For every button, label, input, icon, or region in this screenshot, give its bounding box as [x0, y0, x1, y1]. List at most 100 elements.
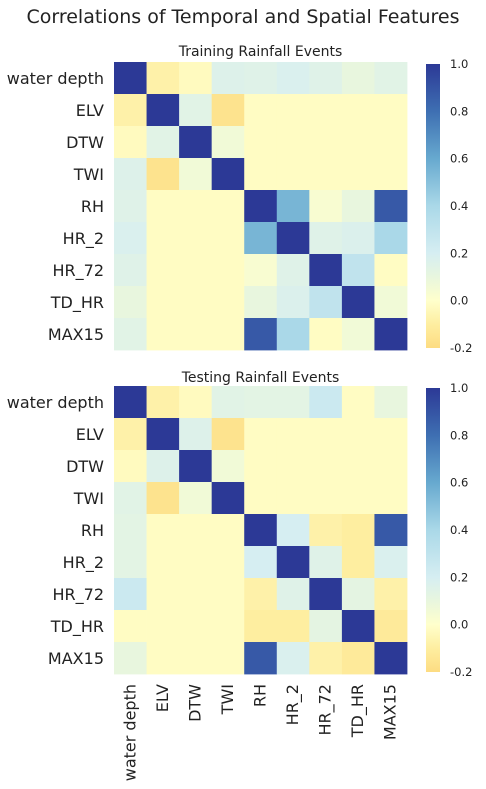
heatmap-cell — [114, 386, 147, 419]
heatmap-cell — [374, 318, 408, 351]
heatmap-cell — [179, 254, 213, 287]
heatmap-cell — [244, 450, 278, 483]
heatmap-cell — [276, 318, 310, 351]
heatmap-cell — [179, 286, 213, 319]
column-label: TD_HR — [348, 684, 368, 738]
heatmap-cell — [114, 642, 147, 675]
column-label: HR_72 — [316, 684, 336, 736]
heatmap-cell — [244, 254, 278, 287]
row-label: ELV — [76, 101, 104, 120]
heatmap-cell — [179, 94, 213, 127]
heatmap-cell — [244, 610, 278, 643]
heatmap-cell — [114, 158, 147, 191]
heatmap-cell — [179, 642, 213, 675]
heatmap-cell — [244, 62, 278, 95]
heatmap-cell — [146, 578, 180, 611]
heatmap-cell — [341, 450, 375, 483]
heatmap-cell — [114, 450, 147, 483]
column-label: ELV — [153, 684, 172, 712]
heatmap-cell — [211, 254, 245, 287]
heatmap-cell — [179, 482, 213, 515]
panel-title: Testing Rainfall Events — [181, 370, 340, 386]
heatmap-cell — [244, 482, 278, 515]
heatmap-cell — [374, 158, 408, 191]
colorbar-tick-label: 0.6 — [450, 152, 468, 166]
column-label: RH — [251, 684, 270, 707]
heatmap-cell — [114, 418, 147, 451]
heatmap-cell — [341, 578, 375, 611]
heatmap-cell — [341, 158, 375, 191]
heatmap-cell — [276, 94, 310, 127]
row-label: MAX15 — [48, 325, 104, 344]
column-label: TWI — [218, 684, 237, 715]
heatmap-cell — [179, 450, 213, 483]
colorbar — [426, 64, 440, 348]
colorbar-tick-label: 0.2 — [450, 246, 468, 260]
row-label: DTW — [66, 133, 104, 152]
heatmap-cell — [244, 642, 278, 675]
heatmap-cell — [146, 62, 180, 95]
heatmap-cell — [244, 190, 278, 223]
heatmap-cell — [309, 514, 343, 547]
heatmap-cell — [341, 222, 375, 255]
row-label: MAX15 — [48, 649, 104, 668]
heatmap-cell — [146, 222, 180, 255]
heatmap-cell — [114, 62, 147, 95]
row-label: RH — [81, 197, 104, 216]
heatmap-cell — [276, 418, 310, 451]
heatmap-cell — [211, 514, 245, 547]
heatmap-cell — [211, 450, 245, 483]
heatmap-cell — [146, 450, 180, 483]
heatmap-cell — [309, 450, 343, 483]
heatmap-cell — [211, 318, 245, 351]
heatmap-cell — [374, 578, 408, 611]
heatmap-cell — [211, 578, 245, 611]
heatmap-cell — [179, 418, 213, 451]
heatmap-cell — [276, 190, 310, 223]
heatmap-cell — [276, 642, 310, 675]
heatmap-cell — [211, 126, 245, 159]
heatmap-cell — [276, 126, 310, 159]
heatmap-cell — [211, 190, 245, 223]
heatmap-cell — [309, 578, 343, 611]
heatmap-cell — [179, 546, 213, 579]
colorbar-tick-label: 0.2 — [450, 570, 468, 584]
heatmap-cell — [374, 254, 408, 287]
heatmap-cell — [276, 386, 310, 419]
heatmap-cell — [114, 546, 147, 579]
colorbar-tick-label: 0.4 — [450, 523, 468, 537]
heatmap-cell — [244, 386, 278, 419]
heatmap-cell — [309, 126, 343, 159]
heatmap-cell — [179, 190, 213, 223]
heatmap-cell — [114, 190, 147, 223]
heatmap-cell — [341, 126, 375, 159]
heatmap-cell — [146, 318, 180, 351]
heatmap-cell — [309, 386, 343, 419]
heatmap-cell — [374, 546, 408, 579]
heatmap-cell — [374, 62, 408, 95]
heatmap-cell — [146, 514, 180, 547]
heatmap-cell — [341, 610, 375, 643]
heatmap-cell — [276, 482, 310, 515]
heatmap-cell — [341, 286, 375, 319]
heatmap-cell — [179, 610, 213, 643]
colorbar-tick-label: 1.0 — [450, 57, 468, 71]
heatmap-cell — [309, 318, 343, 351]
heatmap-cell — [146, 286, 180, 319]
heatmap-cell — [309, 642, 343, 675]
heatmap-cell — [309, 254, 343, 287]
heatmap-cell — [244, 318, 278, 351]
heatmap-cell — [309, 222, 343, 255]
heatmap-cell — [114, 482, 147, 515]
heatmap-cell — [211, 158, 245, 191]
heatmap-cell — [244, 418, 278, 451]
heatmap-cell — [244, 578, 278, 611]
heatmap-cell — [341, 642, 375, 675]
heatmap-cell — [146, 190, 180, 223]
heatmap-cell — [309, 482, 343, 515]
row-label: ELV — [76, 425, 104, 444]
heatmap-cell — [244, 126, 278, 159]
heatmap-cell — [374, 610, 408, 643]
heatmap-cell — [309, 610, 343, 643]
heatmap-cell — [211, 546, 245, 579]
